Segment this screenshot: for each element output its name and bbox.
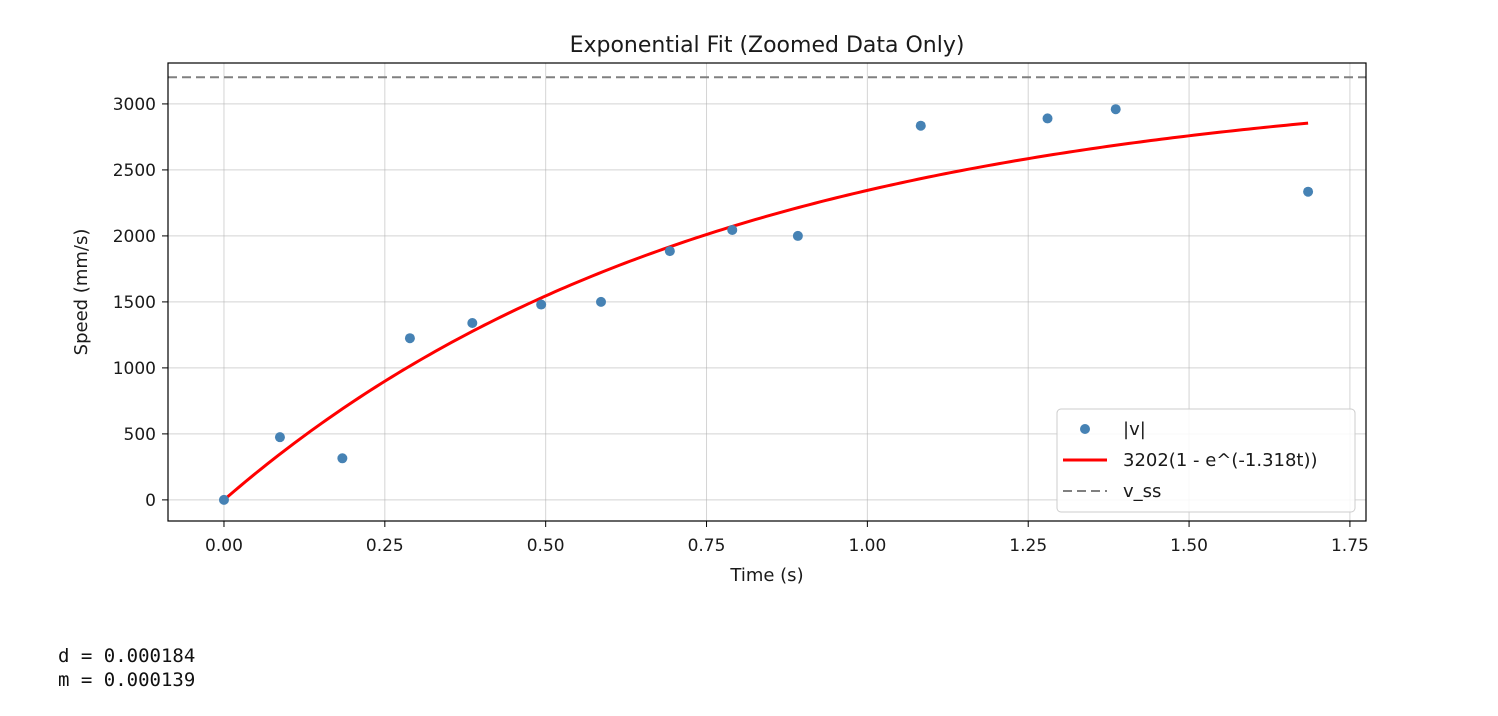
data-point — [915, 120, 926, 131]
console-output: d = 0.000184 m = 0.000139 — [58, 644, 195, 692]
y-axis-label: Speed (mm/s) — [71, 229, 92, 356]
legend: |v| 3202(1 - e^(-1.318t)) v_ss — [1056, 408, 1356, 513]
legend-label-scatter: |v| — [1123, 419, 1146, 440]
output-line-d: d = 0.000184 — [58, 645, 196, 667]
y-tick-label: 500 — [124, 425, 156, 445]
legend-box — [1056, 408, 1356, 513]
legend-marker-scatter — [1080, 424, 1090, 434]
data-point — [1303, 186, 1314, 197]
output-line-m: m = 0.000139 — [58, 669, 196, 691]
data-point — [727, 224, 738, 235]
plot-frame — [167, 62, 1367, 522]
chart-title: Exponential Fit (Zoomed Data Only) — [570, 33, 965, 58]
x-tick-label: 0.00 — [205, 536, 243, 556]
y-tick-label: 2500 — [113, 161, 156, 181]
y-tick-label: 1000 — [113, 359, 156, 379]
data-point — [596, 296, 607, 307]
axis-ticks: 0.00 0.25 0.50 0.75 1.00 1.25 1.50 1.75 0 500 1000… — [113, 95, 1369, 556]
y-tick-label: 1500 — [113, 293, 156, 313]
x-axis-label: Time (s) — [729, 565, 803, 586]
x-tick-label: 0.75 — [688, 536, 726, 556]
exponential-fit-chart: 0.00 0.25 0.50 0.75 1.00 1.25 1.50 1.75 0 500 1000… — [71, 33, 1369, 586]
fit-curve-layer — [223, 121, 1309, 502]
y-tick-label: 0 — [145, 491, 156, 511]
data-point — [404, 333, 415, 344]
data-point — [337, 453, 348, 464]
x-tick-label: 1.50 — [1170, 536, 1208, 556]
data-point — [274, 432, 285, 443]
scatter-points-layer — [218, 104, 1314, 505]
data-point — [1110, 104, 1121, 115]
data-point — [218, 494, 229, 505]
legend-label-fit: 3202(1 - e^(-1.318t)) — [1123, 450, 1318, 471]
data-point — [1042, 113, 1053, 124]
x-tick-label: 1.00 — [848, 536, 886, 556]
data-point — [536, 299, 547, 310]
data-point — [467, 318, 478, 329]
fit-curve — [223, 121, 1309, 502]
data-point — [792, 230, 803, 241]
legend-label-reference: v_ss — [1123, 481, 1161, 502]
y-tick-label: 3000 — [113, 95, 156, 115]
x-tick-label: 0.50 — [527, 536, 565, 556]
x-tick-label: 0.25 — [366, 536, 404, 556]
x-tick-label: 1.25 — [1009, 536, 1047, 556]
y-tick-label: 2000 — [113, 227, 156, 247]
x-tick-label: 1.75 — [1331, 536, 1369, 556]
data-point — [664, 246, 675, 257]
